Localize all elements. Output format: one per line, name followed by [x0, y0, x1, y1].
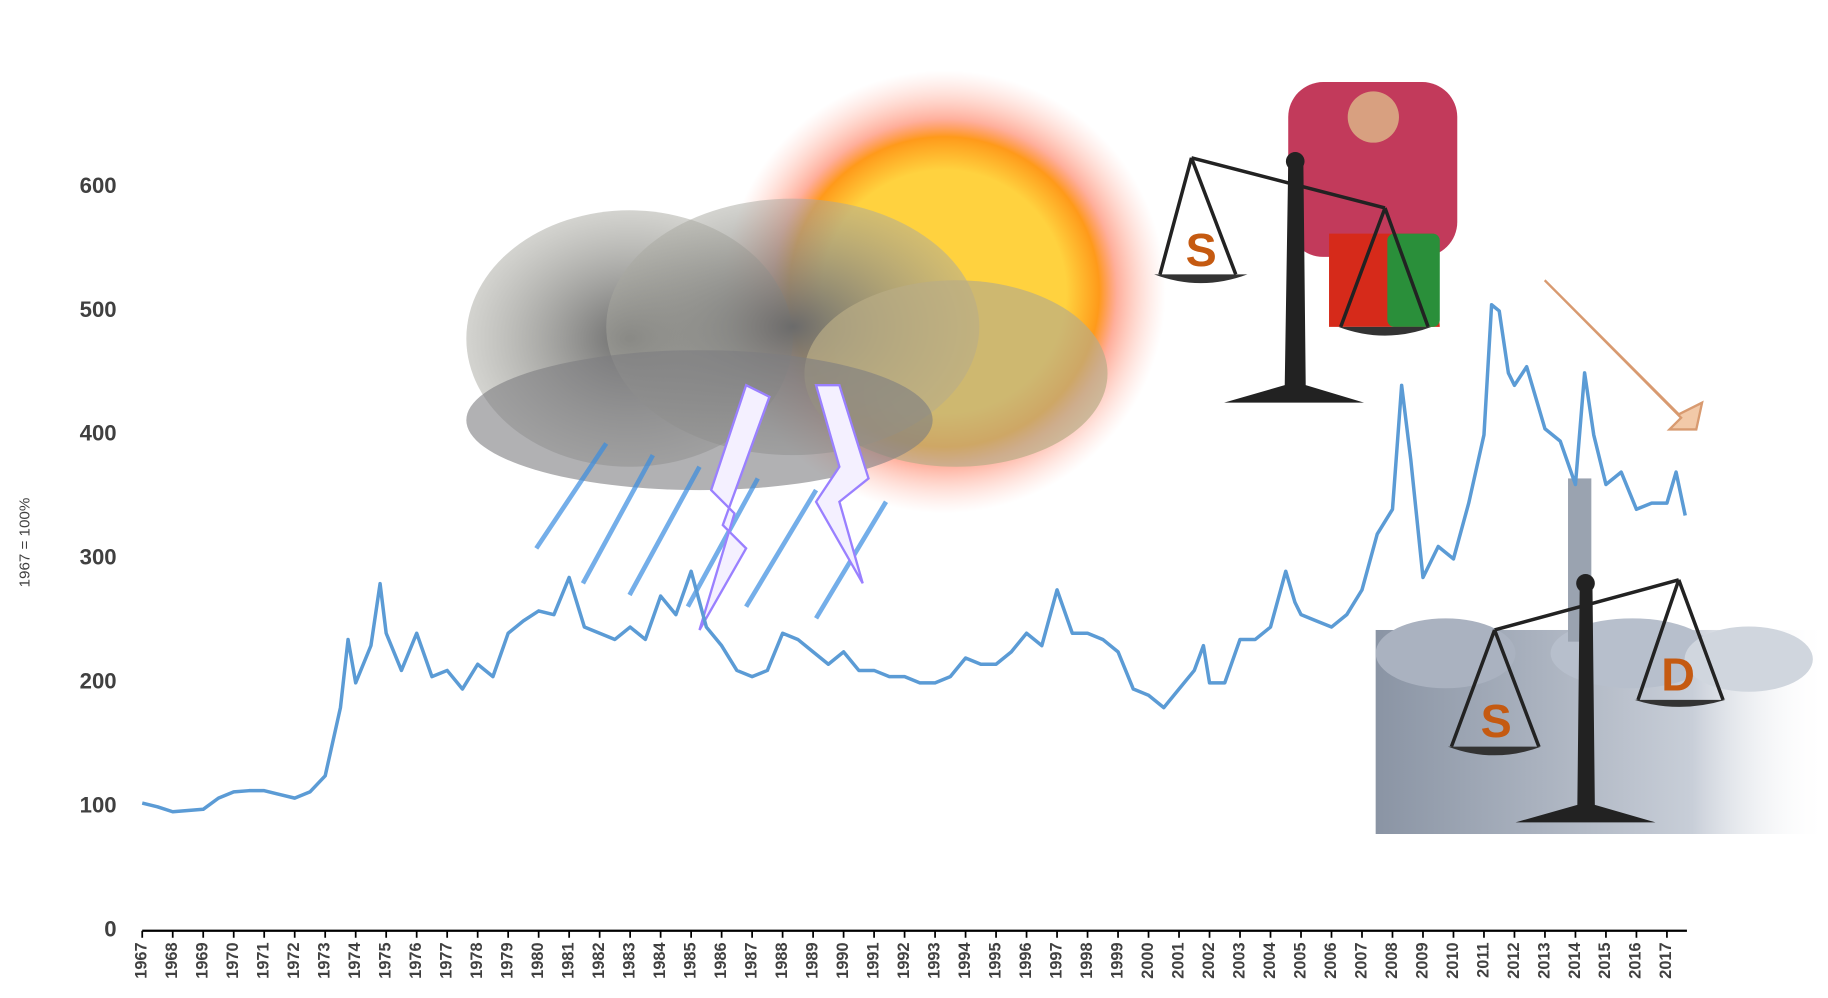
x-tick-label: 1983: [620, 942, 638, 978]
x-tick-label: 1968: [163, 942, 181, 978]
x-tick-label: 1995: [986, 942, 1004, 978]
x-tick-label: 1974: [346, 942, 364, 978]
x-tick-label: 1975: [376, 942, 394, 978]
x-tick-label: 1980: [529, 942, 547, 978]
x-tick-label: 2002: [1200, 942, 1218, 978]
x-tick-label: 2005: [1291, 942, 1309, 978]
x-tick-label: 2006: [1322, 942, 1340, 978]
x-tick-label: 1976: [407, 942, 425, 978]
x-tick-label: 1978: [468, 942, 486, 978]
x-tick-label: 1997: [1047, 942, 1065, 978]
y-tick-label: 100: [80, 793, 117, 818]
x-tick-label: 2011: [1474, 942, 1492, 977]
x-tick-label: 1970: [224, 942, 242, 978]
x-tick-label: 1999: [1108, 942, 1126, 978]
x-tick-label: 1971: [255, 942, 273, 978]
y-tick-label: 0: [104, 917, 116, 942]
x-tick-label: 1990: [834, 942, 852, 978]
x-tick-label: 1985: [681, 942, 699, 978]
x-tick-label: 1969: [194, 942, 212, 978]
x-tick-label: 2000: [1139, 942, 1157, 978]
y-tick-label: 500: [80, 297, 117, 322]
x-tick-label: 1972: [285, 942, 303, 978]
x-tick-label: 2001: [1169, 942, 1187, 978]
x-tick-label: 1987: [742, 942, 760, 978]
x-tick-label: 2009: [1413, 942, 1431, 978]
x-tick-label: 1981: [559, 942, 577, 978]
x-tick-label: 2014: [1566, 942, 1584, 978]
x-tick-label: 1986: [712, 942, 730, 978]
x-tick-label: 1994: [956, 942, 974, 978]
x-tick-label: 2007: [1352, 942, 1370, 978]
x-tick-label: 2015: [1596, 942, 1614, 978]
data-line: [141, 302, 1687, 814]
y-tick-label: 300: [80, 545, 117, 570]
x-tick-label: 2017: [1657, 942, 1675, 978]
y-tick-label: 600: [80, 173, 117, 198]
annotation: S: [1481, 695, 1512, 747]
x-tick-label: 2003: [1230, 942, 1248, 978]
x-tick-label: 1984: [651, 942, 669, 978]
x-tick-label: 1979: [498, 942, 516, 978]
x-tick-label: 2004: [1261, 942, 1279, 978]
y-tick-label: 200: [80, 669, 117, 694]
y-tick-label: 400: [80, 421, 117, 446]
x-tick-label: 1989: [803, 942, 821, 978]
x-tick-label: 1988: [773, 942, 791, 978]
x-tick-label: 1973: [316, 942, 334, 978]
decoration: [466, 70, 1828, 835]
x-tick-label: 2013: [1535, 942, 1553, 978]
x-tick-label: 2012: [1505, 942, 1523, 978]
x-tick-label: 1996: [1017, 942, 1035, 978]
x-tick-label: 2010: [1444, 942, 1462, 978]
x-tick-label: 2016: [1627, 942, 1645, 978]
x-tick-label: 1977: [437, 942, 455, 978]
x-tick-label: 1998: [1078, 942, 1096, 978]
x-tick-label: 1991: [864, 942, 882, 978]
annotation: D: [1661, 649, 1695, 701]
x-tick-label: 1993: [925, 942, 943, 978]
x-tick-label: 1992: [895, 942, 913, 978]
y-axis-label: 1967 = 100%: [17, 498, 34, 588]
annotation: S: [1186, 224, 1217, 276]
x-tick-label: 1982: [590, 942, 608, 978]
x-tick-label: 2008: [1383, 942, 1401, 978]
x-tick-label: 1967: [133, 942, 151, 978]
